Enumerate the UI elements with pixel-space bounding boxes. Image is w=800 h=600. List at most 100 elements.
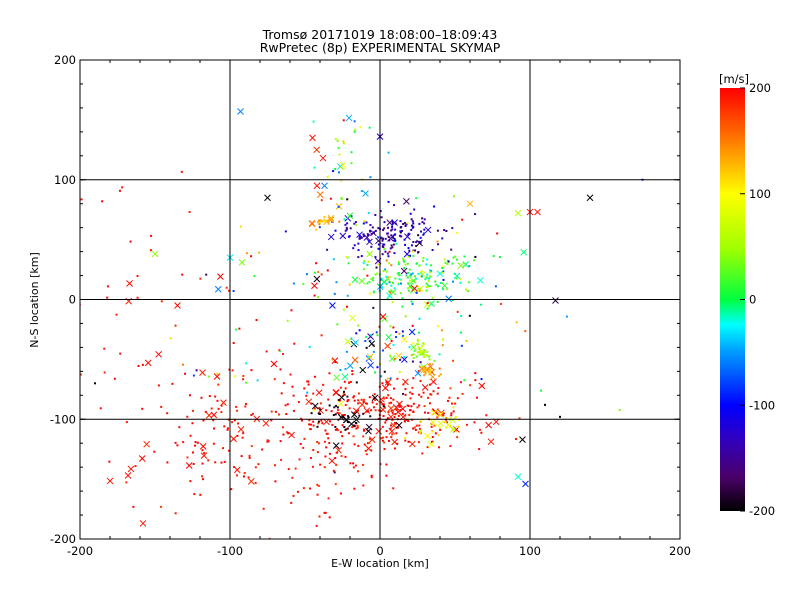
data-point	[368, 280, 371, 283]
data-point	[459, 331, 462, 334]
data-point	[220, 461, 223, 464]
data-point	[423, 355, 426, 358]
data-point	[375, 331, 378, 334]
data-point	[418, 289, 421, 292]
data-point	[315, 262, 318, 265]
data-point	[408, 409, 411, 412]
data-point	[442, 278, 445, 281]
data-point-cross	[388, 428, 396, 435]
data-point	[319, 412, 322, 415]
data-point	[514, 438, 517, 441]
data-point-cross	[420, 366, 427, 374]
data-point	[317, 422, 320, 425]
data-point	[352, 247, 355, 250]
data-point	[268, 537, 271, 539]
data-point	[137, 365, 140, 368]
data-point	[459, 278, 462, 281]
data-point	[403, 238, 406, 241]
data-point	[370, 277, 373, 280]
data-point	[324, 429, 327, 432]
data-point	[132, 505, 135, 508]
data-point	[402, 222, 405, 225]
data-point	[214, 395, 217, 398]
data-point-cross	[430, 409, 438, 416]
data-point	[362, 222, 365, 225]
data-point-cross	[478, 382, 486, 390]
data-point	[451, 359, 454, 362]
data-point	[411, 418, 414, 421]
data-point	[394, 228, 397, 231]
data-point	[415, 197, 418, 200]
data-point	[388, 262, 391, 265]
data-point	[346, 427, 349, 430]
data-point	[383, 243, 386, 246]
data-point	[412, 279, 415, 282]
data-point	[389, 397, 392, 400]
data-point	[423, 228, 426, 231]
data-point	[385, 396, 388, 399]
data-point	[399, 231, 402, 234]
data-point	[184, 372, 187, 375]
data-point	[253, 275, 256, 278]
data-point	[217, 383, 220, 386]
data-point	[368, 240, 371, 243]
data-point	[118, 189, 121, 192]
data-point	[234, 375, 237, 378]
data-point-cross	[328, 457, 336, 465]
data-point	[362, 400, 365, 403]
data-point	[424, 372, 427, 375]
data-point	[342, 390, 345, 393]
data-point	[375, 403, 378, 406]
data-point-cross	[363, 407, 371, 415]
data-point	[383, 448, 386, 451]
data-point	[328, 372, 331, 375]
data-point	[372, 231, 375, 234]
data-point	[244, 405, 247, 408]
data-point	[308, 345, 311, 348]
data-point-cross	[379, 313, 387, 321]
data-point	[381, 253, 384, 256]
data-point	[320, 419, 323, 422]
data-point-cross	[342, 416, 350, 424]
data-point	[385, 430, 388, 433]
data-point-cross	[400, 267, 408, 275]
data-point	[389, 291, 392, 294]
data-point	[422, 342, 425, 345]
data-point	[134, 465, 137, 468]
data-point	[430, 367, 433, 370]
data-point	[354, 221, 357, 224]
data-point	[401, 330, 404, 333]
data-point	[412, 222, 415, 225]
data-point-cross	[323, 418, 330, 426]
data-point	[372, 344, 375, 347]
data-point	[446, 288, 449, 291]
data-point-cross	[586, 194, 594, 202]
data-point	[430, 425, 433, 428]
data-point	[438, 367, 441, 370]
data-point	[363, 398, 366, 401]
data-point	[468, 265, 471, 268]
data-point	[432, 390, 435, 393]
data-point	[433, 205, 436, 208]
data-point	[412, 356, 415, 359]
data-point-cross	[457, 262, 465, 270]
data-point	[322, 383, 325, 386]
data-point	[347, 415, 350, 418]
data-point	[418, 424, 421, 427]
data-point	[383, 397, 386, 400]
data-point	[339, 492, 342, 495]
data-point	[243, 472, 246, 475]
data-point-cross	[327, 233, 335, 241]
data-point	[400, 278, 403, 281]
data-point	[289, 373, 292, 376]
data-point	[368, 396, 371, 399]
data-point	[354, 464, 357, 467]
data-point	[478, 428, 481, 431]
data-point	[370, 232, 373, 235]
data-point	[346, 198, 349, 201]
data-point	[423, 232, 426, 235]
data-point	[372, 279, 375, 282]
data-point	[420, 230, 423, 233]
data-point	[341, 414, 344, 417]
data-point	[359, 126, 362, 129]
